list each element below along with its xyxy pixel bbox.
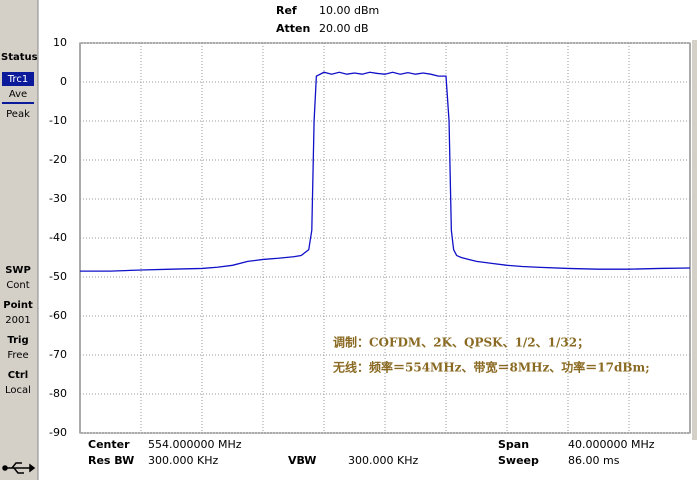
center-label: Center — [88, 438, 130, 451]
trace-label[interactable]: Trc1 — [7, 74, 28, 85]
rbw-label: Res BW — [88, 454, 134, 467]
y-tick-label: -20 — [49, 153, 67, 166]
y-tick-label: 0 — [60, 75, 67, 88]
ctrl-label: Ctrl — [8, 370, 28, 381]
trace-button[interactable] — [2, 72, 34, 86]
y-tick-label: -60 — [49, 309, 67, 322]
usb-icon — [2, 462, 36, 474]
vbw-value: 300.000 KHz — [348, 454, 418, 467]
span-label: Span — [498, 438, 529, 451]
y-tick-label: -10 — [49, 114, 67, 127]
span-value: 40.000000 MHz — [568, 438, 655, 451]
y-tick-label: -70 — [49, 348, 67, 361]
right-strip — [692, 40, 697, 440]
y-tick-label: -90 — [49, 426, 67, 439]
swp-label: SWP — [5, 265, 31, 276]
sweep-label: Sweep — [498, 454, 539, 467]
y-tick-label: -80 — [49, 387, 67, 400]
vbw-label: VBW — [288, 454, 316, 467]
atten-label: Atten — [276, 22, 310, 35]
point-label: Point — [3, 300, 33, 311]
trig-label: Trig — [7, 335, 28, 346]
ave-label[interactable]: Ave — [9, 89, 27, 100]
y-tick-label: -40 — [49, 231, 67, 244]
ref-label: Ref — [276, 4, 297, 17]
peak-label[interactable]: Peak — [6, 109, 30, 120]
center-value: 554.000000 MHz — [148, 438, 242, 451]
ref-value: 10.00 dBm — [319, 4, 379, 17]
ctrl-value: Local — [5, 385, 31, 396]
spectrum-trace — [80, 71, 691, 272]
grid — [80, 42, 690, 434]
rbw-value: 300.000 KHz — [148, 454, 218, 467]
annotation: 调制：COFDM、2K、QPSK、1/2、1/32； — [333, 335, 589, 350]
y-tick-label: -30 — [49, 192, 67, 205]
sweep-value: 86.00 ms — [568, 454, 620, 467]
swp-value: Cont — [6, 280, 29, 291]
annotation: 无线：频率＝554MHz、带宽＝8MHz、功率＝17dBm; — [332, 360, 650, 375]
atten-value: 20.00 dB — [319, 22, 369, 35]
y-tick-label: -50 — [49, 270, 67, 283]
status-label: Status — [1, 52, 38, 63]
y-tick-label: 10 — [53, 36, 67, 49]
point-value: 2001 — [5, 315, 30, 326]
trace-group — [80, 71, 691, 272]
trig-value: Free — [7, 350, 28, 361]
